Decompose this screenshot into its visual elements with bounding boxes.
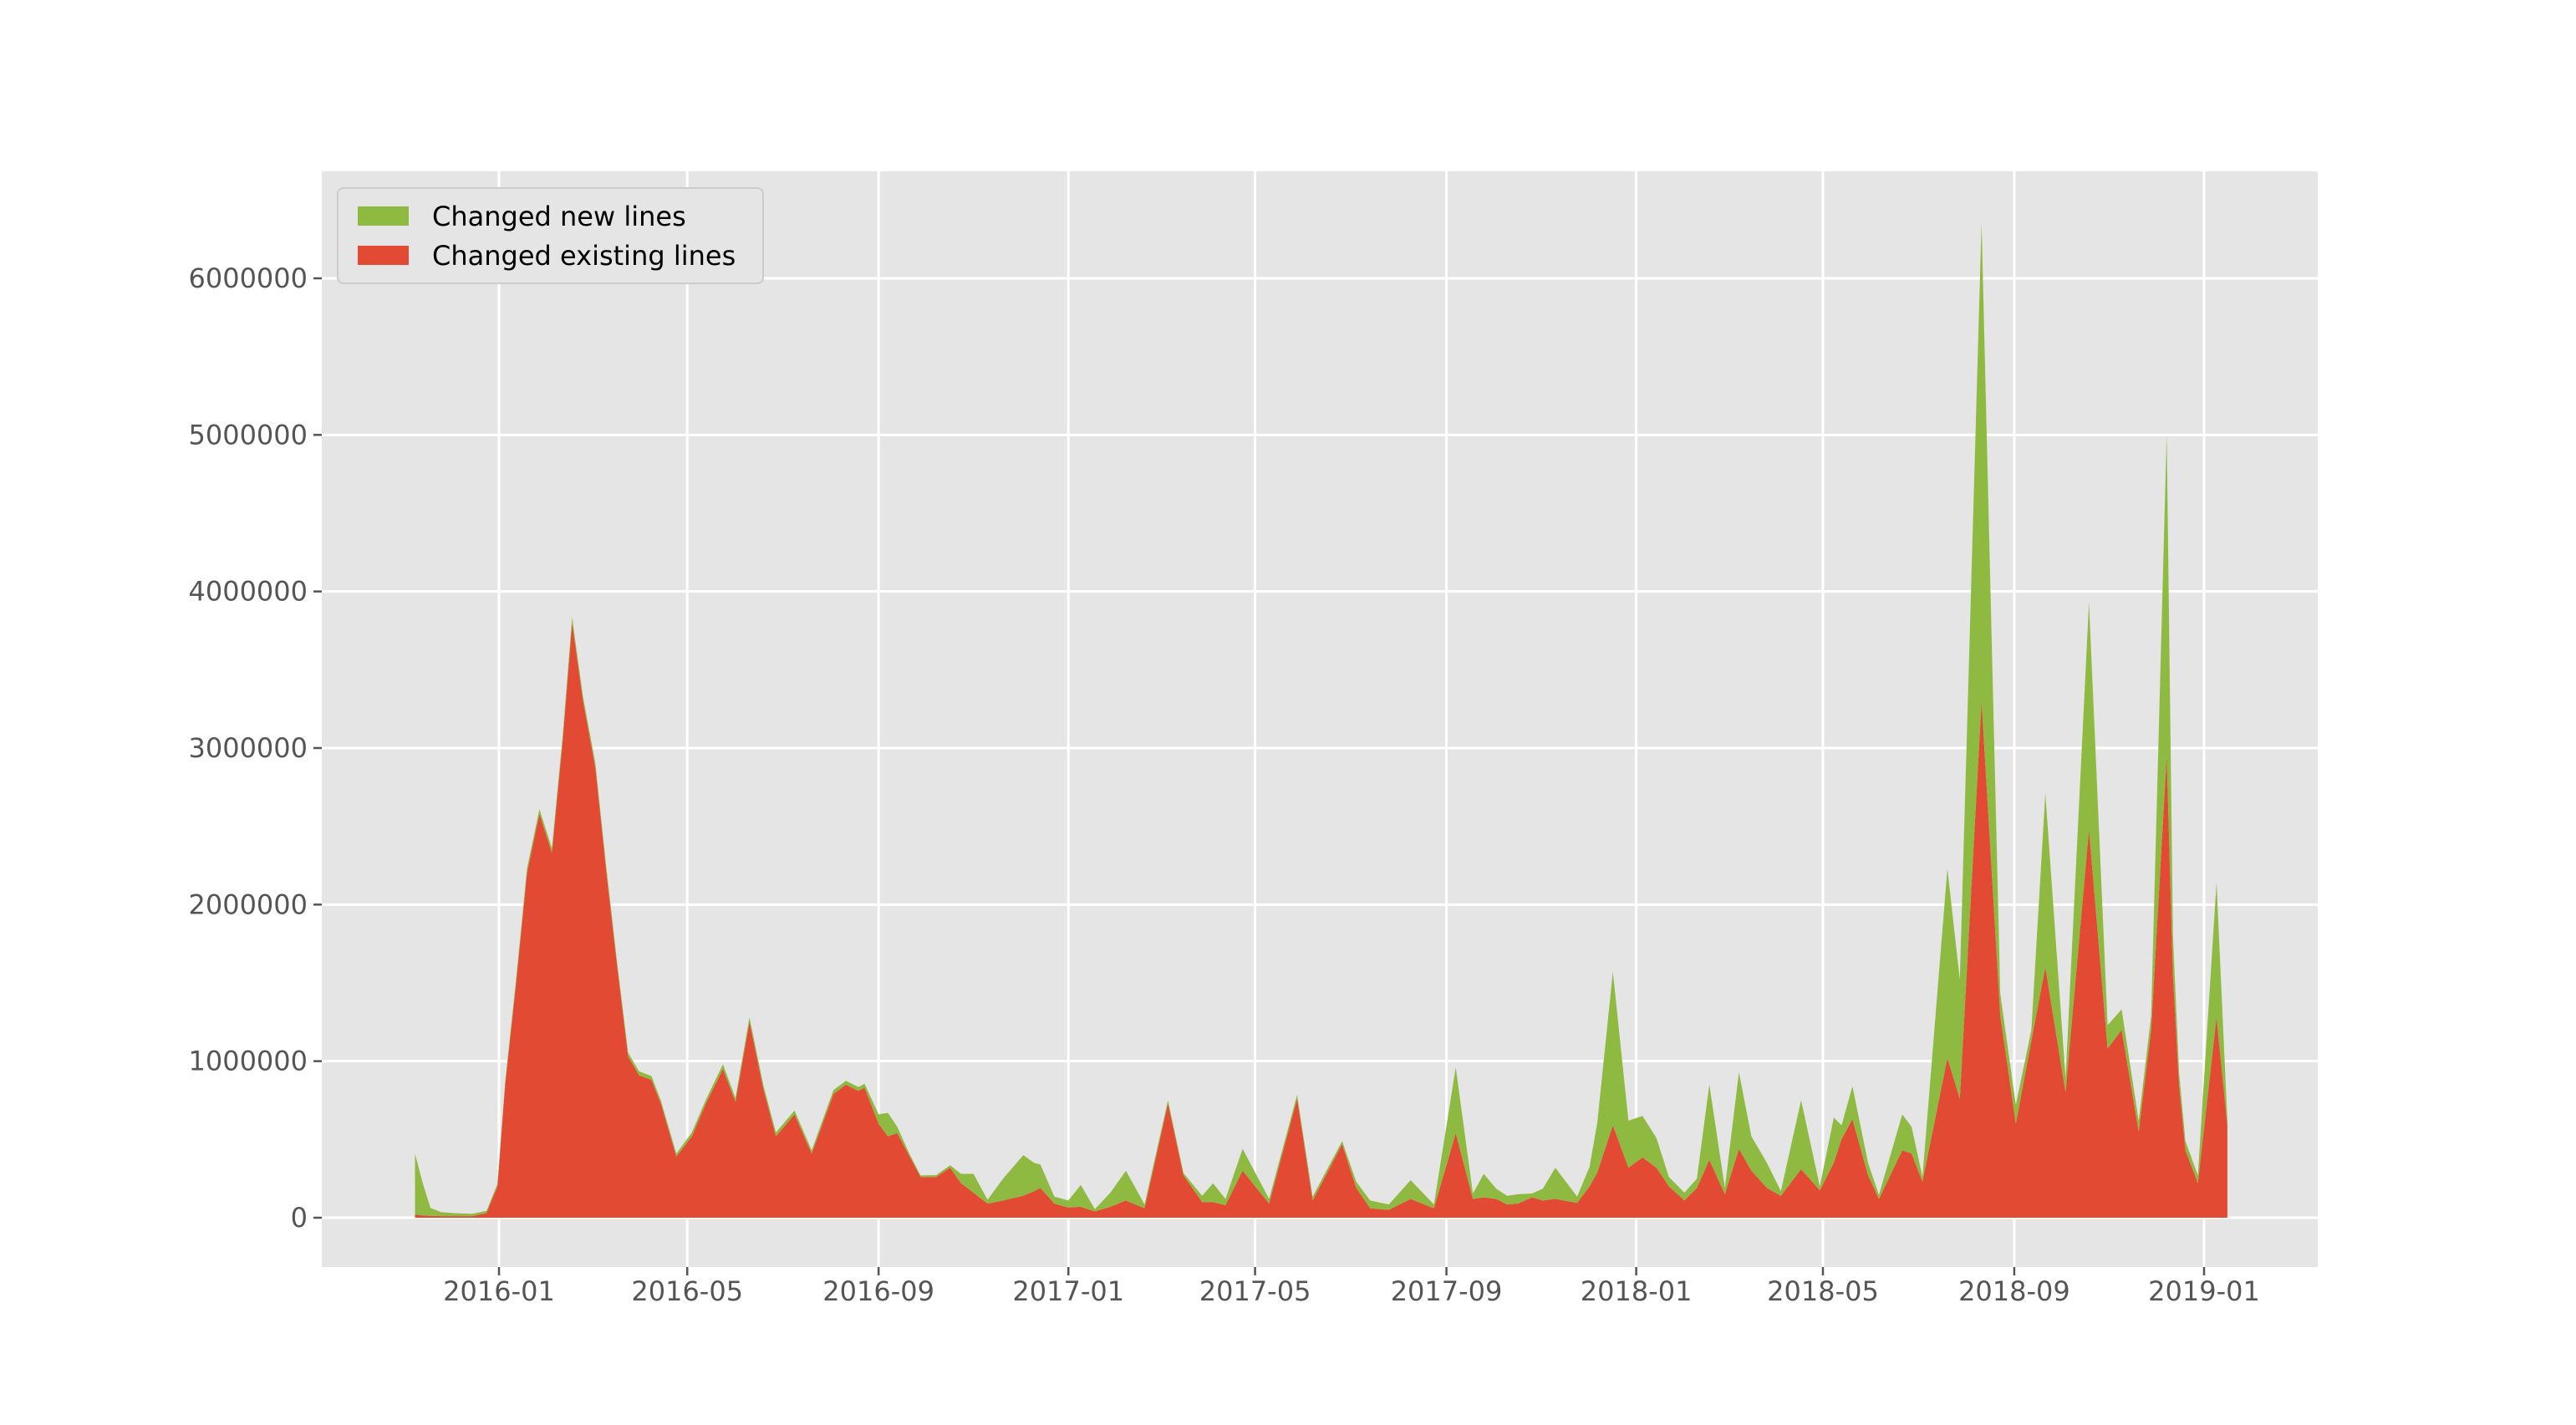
area-series bbox=[415, 223, 2227, 1218]
area-existing-lines bbox=[415, 623, 2227, 1218]
axis-ticks bbox=[313, 277, 2206, 1275]
x-tick-label: 2016-05 bbox=[631, 1275, 743, 1307]
x-tick-label: 2018-01 bbox=[1581, 1275, 1693, 1307]
x-tick-label: 2017-01 bbox=[1012, 1275, 1124, 1307]
gridlines bbox=[322, 171, 2318, 1267]
y-tick-label: 3000000 bbox=[188, 732, 308, 764]
y-tick-label: 5000000 bbox=[188, 419, 308, 450]
x-tick-label: 2017-05 bbox=[1199, 1275, 1311, 1307]
legend-item-new-lines: Changed new lines bbox=[358, 203, 762, 230]
x-tick-label: 2017-09 bbox=[1391, 1275, 1503, 1307]
legend-swatch-new-lines-icon bbox=[358, 206, 409, 226]
y-tick-label: 6000000 bbox=[188, 262, 308, 294]
y-tick-label: 0 bbox=[291, 1202, 308, 1234]
x-axis-labels: 2016-01 2016-05 2016-09 2017-01 2017-05 2017-… bbox=[443, 1275, 2260, 1307]
x-tick-label: 2016-09 bbox=[822, 1275, 934, 1307]
x-tick-label: 2018-09 bbox=[1958, 1275, 2070, 1307]
y-axis-labels: 0 1000000 2000000 3000000 4000000 5000000 6000… bbox=[188, 262, 308, 1234]
y-tick-label: 1000000 bbox=[188, 1046, 308, 1077]
legend-label-existing-lines: Changed existing lines bbox=[432, 239, 736, 272]
y-tick-label: 4000000 bbox=[188, 576, 308, 608]
legend-item-existing-lines: Changed existing lines bbox=[358, 242, 762, 269]
legend-swatch-existing-lines-icon bbox=[358, 246, 409, 265]
x-tick-label: 2018-05 bbox=[1767, 1275, 1879, 1307]
x-tick-label: 2016-01 bbox=[443, 1275, 555, 1307]
y-tick-label: 2000000 bbox=[188, 888, 308, 920]
x-tick-label: 2019-01 bbox=[2148, 1275, 2260, 1307]
legend: Changed new lines Changed existing lines bbox=[337, 187, 764, 284]
legend-label-new-lines: Changed new lines bbox=[432, 200, 686, 232]
